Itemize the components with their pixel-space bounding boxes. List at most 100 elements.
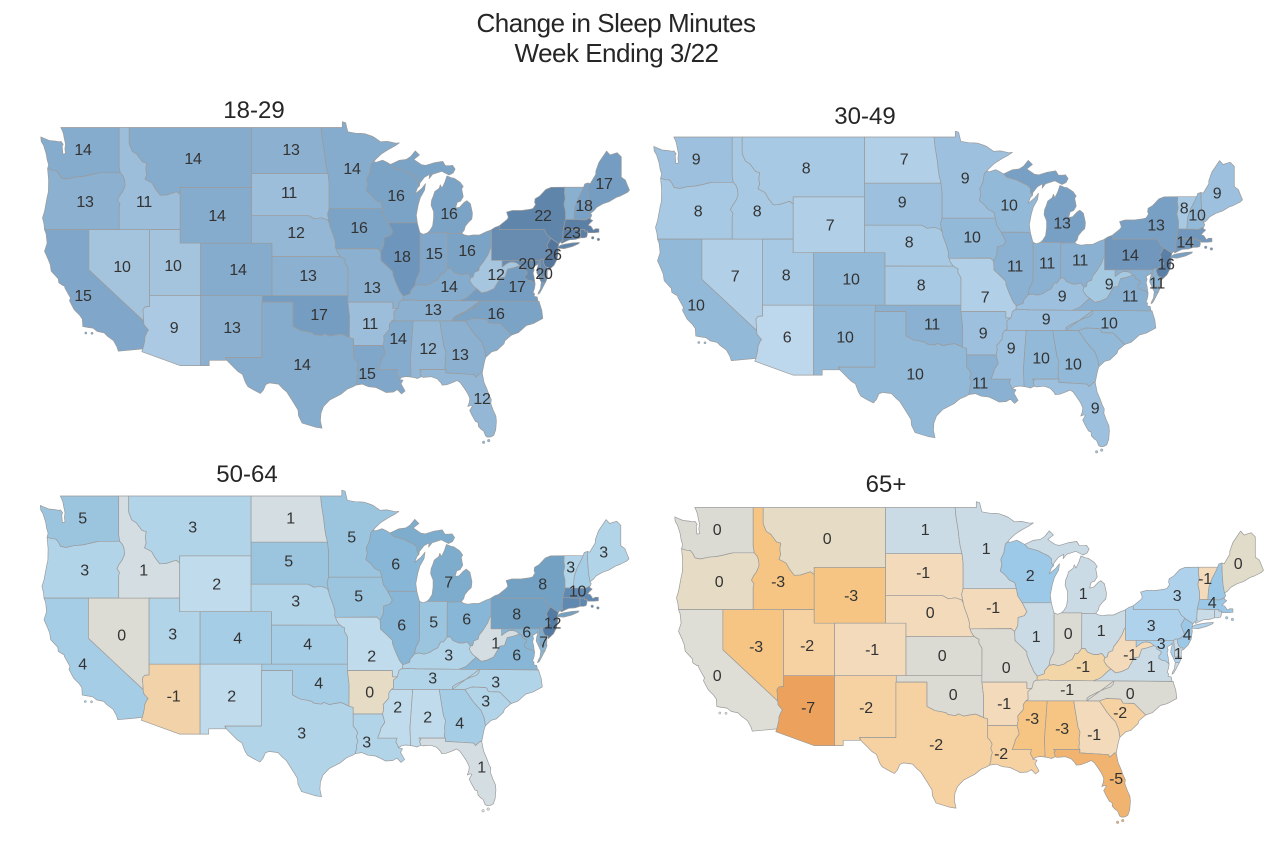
svg-text:3: 3 [80,563,89,580]
svg-text:10: 10 [906,367,924,384]
svg-text:9: 9 [1105,277,1114,294]
svg-text:3: 3 [599,545,608,562]
svg-text:10: 10 [569,584,587,601]
svg-text:0: 0 [949,687,958,704]
svg-text:30-49: 30-49 [834,103,895,130]
svg-text:4: 4 [455,716,464,733]
svg-text:13: 13 [282,142,300,159]
svg-text:16: 16 [387,188,405,205]
svg-text:16: 16 [458,243,476,260]
svg-text:16: 16 [1157,257,1175,274]
svg-text:6: 6 [522,625,531,642]
svg-text:-1: -1 [167,689,181,706]
svg-text:0: 0 [1064,626,1073,643]
svg-text:10: 10 [836,330,854,347]
svg-text:20: 20 [518,256,536,273]
svg-text:17: 17 [508,279,526,296]
svg-text:2: 2 [423,710,432,727]
svg-text:17: 17 [310,307,328,324]
svg-text:13: 13 [299,268,317,285]
svg-text:2: 2 [227,689,236,706]
svg-text:11: 11 [281,185,297,202]
svg-text:14: 14 [293,357,311,374]
svg-text:3: 3 [428,671,437,688]
svg-text:8: 8 [753,204,762,221]
svg-text:-5: -5 [1109,771,1123,788]
svg-text:1: 1 [491,636,500,653]
svg-text:-1: -1 [997,696,1011,713]
svg-text:13: 13 [1147,218,1165,235]
svg-text:6: 6 [462,612,471,629]
svg-text:4: 4 [1183,627,1192,644]
svg-text:18: 18 [393,249,411,266]
svg-text:8: 8 [905,235,914,252]
svg-text:9: 9 [170,320,179,337]
svg-text:13: 13 [76,194,94,211]
svg-text:Week Ending 3/22: Week Ending 3/22 [515,38,719,68]
svg-text:10: 10 [687,298,705,315]
svg-text:16: 16 [440,206,458,223]
svg-text:23: 23 [563,225,581,242]
svg-text:-7: -7 [801,700,815,717]
svg-text:-2: -2 [1113,705,1127,722]
svg-text:1: 1 [286,511,295,528]
svg-text:5: 5 [347,530,356,547]
svg-text:9: 9 [961,171,970,188]
svg-text:8: 8 [1180,201,1189,218]
svg-text:5: 5 [354,589,363,606]
svg-text:0: 0 [715,574,724,591]
svg-text:3: 3 [291,594,300,611]
svg-text:65+: 65+ [866,471,907,498]
svg-text:10: 10 [842,272,860,289]
svg-text:13: 13 [223,320,241,337]
svg-text:12: 12 [487,267,505,284]
svg-text:8: 8 [782,268,791,285]
svg-text:9: 9 [1091,401,1100,418]
svg-text:6: 6 [512,648,521,665]
svg-text:12: 12 [419,341,437,358]
svg-text:13: 13 [451,347,469,364]
svg-text:14: 14 [74,142,92,159]
svg-text:14: 14 [440,279,458,296]
svg-text:3: 3 [481,694,490,711]
svg-text:7: 7 [900,152,909,169]
svg-text:17: 17 [595,176,613,193]
svg-text:22: 22 [534,208,552,225]
svg-text:-3: -3 [749,639,763,656]
svg-text:1: 1 [1079,586,1088,603]
svg-text:13: 13 [424,302,442,319]
svg-text:12: 12 [287,225,305,242]
svg-text:10: 10 [1064,357,1082,374]
svg-text:11: 11 [362,316,378,333]
svg-text:11: 11 [136,194,152,211]
svg-text:7: 7 [444,575,453,592]
svg-text:18-29: 18-29 [223,97,284,124]
svg-text:9: 9 [692,152,701,169]
svg-text:-1: -1 [916,565,930,582]
svg-text:Change in Sleep Minutes: Change in Sleep Minutes [476,8,756,38]
svg-text:0: 0 [1002,660,1011,677]
svg-text:1: 1 [477,760,486,777]
svg-text:1: 1 [921,522,930,539]
svg-text:0: 0 [823,531,832,548]
svg-text:-1: -1 [865,642,879,659]
svg-text:10: 10 [164,258,182,275]
svg-text:26: 26 [544,247,562,264]
svg-text:14: 14 [229,262,247,279]
svg-text:11: 11 [1149,276,1165,293]
svg-text:4: 4 [1208,595,1217,612]
svg-text:2: 2 [367,649,376,666]
svg-text:-1: -1 [1076,659,1090,676]
svg-text:11: 11 [1039,256,1055,273]
svg-text:3: 3 [297,726,306,743]
svg-text:3: 3 [566,560,575,577]
svg-text:11: 11 [972,376,988,393]
svg-text:12: 12 [544,616,562,633]
svg-text:10: 10 [1188,208,1206,225]
svg-text:4: 4 [303,637,312,654]
svg-text:-1: -1 [1087,727,1101,744]
svg-text:10: 10 [1032,351,1050,368]
svg-text:8: 8 [512,607,521,624]
svg-text:7: 7 [981,290,990,307]
svg-text:14: 14 [1176,235,1194,252]
